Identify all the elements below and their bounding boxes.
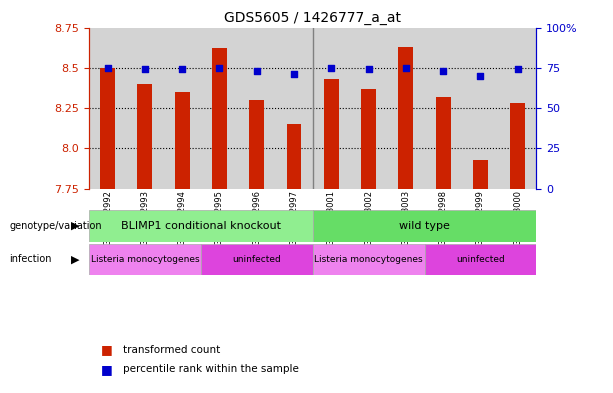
Bar — [324, 79, 339, 189]
Bar — [89, 28, 126, 189]
Bar — [313, 244, 424, 275]
Bar — [313, 210, 536, 242]
Bar — [126, 28, 164, 189]
Point — [102, 64, 112, 71]
Bar — [361, 89, 376, 189]
Point — [513, 66, 523, 73]
Bar — [201, 244, 313, 275]
Text: ▶: ▶ — [71, 254, 80, 264]
Point — [177, 66, 187, 73]
Text: Listeria monocytogenes: Listeria monocytogenes — [314, 255, 423, 264]
Bar — [499, 28, 536, 189]
Bar — [201, 28, 238, 189]
Point — [476, 73, 485, 79]
Point — [438, 68, 448, 74]
Title: GDS5605 / 1426777_a_at: GDS5605 / 1426777_a_at — [224, 11, 401, 25]
Bar — [424, 244, 536, 275]
Text: genotype/variation: genotype/variation — [9, 221, 102, 231]
Bar — [137, 84, 152, 189]
Bar — [398, 47, 413, 189]
Text: infection: infection — [9, 254, 51, 264]
Text: Listeria monocytogenes: Listeria monocytogenes — [91, 255, 199, 264]
Point — [140, 66, 150, 73]
Text: percentile rank within the sample: percentile rank within the sample — [123, 364, 299, 375]
Point — [289, 71, 299, 77]
Bar — [387, 28, 425, 189]
Text: transformed count: transformed count — [123, 345, 220, 355]
Bar — [100, 68, 115, 189]
Text: ▶: ▶ — [71, 221, 80, 231]
Text: uninfected: uninfected — [232, 255, 281, 264]
Point — [364, 66, 373, 73]
Bar — [473, 160, 488, 189]
Bar — [462, 28, 499, 189]
Point — [401, 64, 411, 71]
Bar — [89, 244, 201, 275]
Text: ■: ■ — [101, 343, 113, 356]
Bar — [212, 48, 227, 189]
Bar — [436, 97, 451, 189]
Bar — [350, 28, 387, 189]
Text: ■: ■ — [101, 363, 113, 376]
Point — [252, 68, 262, 74]
Text: uninfected: uninfected — [456, 255, 505, 264]
Bar — [164, 28, 201, 189]
Bar — [175, 92, 189, 189]
Text: wild type: wild type — [399, 221, 450, 231]
Bar — [238, 28, 275, 189]
Bar — [313, 28, 350, 189]
Point — [326, 64, 336, 71]
Point — [215, 64, 224, 71]
Bar — [275, 28, 313, 189]
Bar — [89, 210, 313, 242]
Bar — [286, 124, 302, 189]
Bar — [425, 28, 462, 189]
Bar — [249, 100, 264, 189]
Bar — [510, 103, 525, 189]
Text: BLIMP1 conditional knockout: BLIMP1 conditional knockout — [121, 221, 281, 231]
